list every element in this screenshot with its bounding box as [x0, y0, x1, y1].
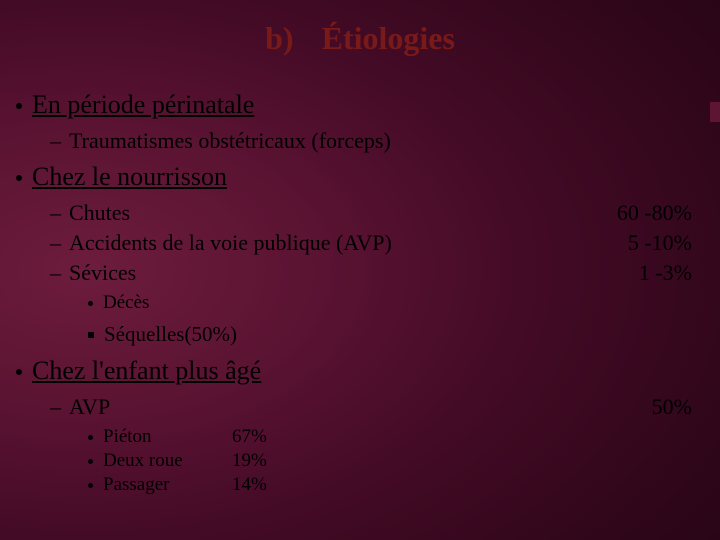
- item-label: Séquelles(50%): [104, 322, 237, 347]
- list-item: Passager: [88, 474, 169, 496]
- dash-icon: –: [50, 200, 61, 226]
- list-item: Séquelles(50%): [88, 322, 237, 347]
- section-heading-perinatale: En période périnatale: [16, 90, 254, 120]
- item-label: Chutes: [69, 200, 130, 226]
- item-label: Traumatismes obstétricaux (forceps): [69, 128, 391, 154]
- slide-title: b) Étiologies: [0, 20, 720, 57]
- list-item: – Traumatismes obstétricaux (forceps): [50, 128, 391, 154]
- bullet-icon: [88, 459, 93, 464]
- item-value: 19%: [232, 450, 267, 472]
- item-label: Décès: [103, 292, 149, 314]
- list-item: –AVP 50%: [50, 394, 692, 420]
- item-value: 5 -10%: [628, 230, 692, 256]
- list-item: Deux roue: [88, 450, 183, 472]
- dash-icon: –: [50, 230, 61, 256]
- dash-icon: –: [50, 128, 61, 154]
- bullet-icon: [88, 483, 93, 488]
- item-label: Passager: [103, 474, 169, 496]
- title-label: b): [265, 20, 293, 56]
- dash-icon: –: [50, 260, 61, 286]
- section-heading-enfant-age: Chez l'enfant plus âgé: [16, 356, 261, 386]
- list-item: –Accidents de la voie publique (AVP) 5 -…: [50, 230, 692, 256]
- bullet-icon: [16, 369, 22, 375]
- item-label: Accidents de la voie publique (AVP): [69, 230, 392, 256]
- title-text: Étiologies: [322, 20, 455, 56]
- item-value: 14%: [232, 474, 267, 496]
- list-item: –Sévices 1 -3%: [50, 260, 692, 286]
- item-label: AVP: [69, 394, 110, 420]
- item-value: 67%: [232, 426, 267, 448]
- bullet-icon: [88, 435, 93, 440]
- section-heading-nourrisson: Chez le nourrisson: [16, 162, 227, 192]
- item-label: Piéton: [103, 426, 152, 448]
- list-item: Piéton: [88, 426, 152, 448]
- dash-icon: –: [50, 394, 61, 420]
- heading-text: Chez l'enfant plus âgé: [32, 356, 261, 386]
- heading-text: Chez le nourrisson: [32, 162, 227, 192]
- item-value: 60 -80%: [617, 200, 692, 226]
- bullet-icon: [16, 175, 22, 181]
- list-item: –Chutes 60 -80%: [50, 200, 692, 226]
- slide-content: b) Étiologies En période périnatale – Tra…: [0, 0, 720, 540]
- item-value: 50%: [652, 394, 692, 420]
- heading-text: En période périnatale: [32, 90, 254, 120]
- item-value: 1 -3%: [639, 260, 692, 286]
- list-item: Décès: [88, 292, 149, 314]
- bullet-icon: [88, 301, 93, 306]
- bullet-icon: [16, 103, 22, 109]
- item-label: Sévices: [69, 260, 136, 286]
- item-label: Deux roue: [103, 450, 183, 472]
- square-icon: [88, 332, 94, 338]
